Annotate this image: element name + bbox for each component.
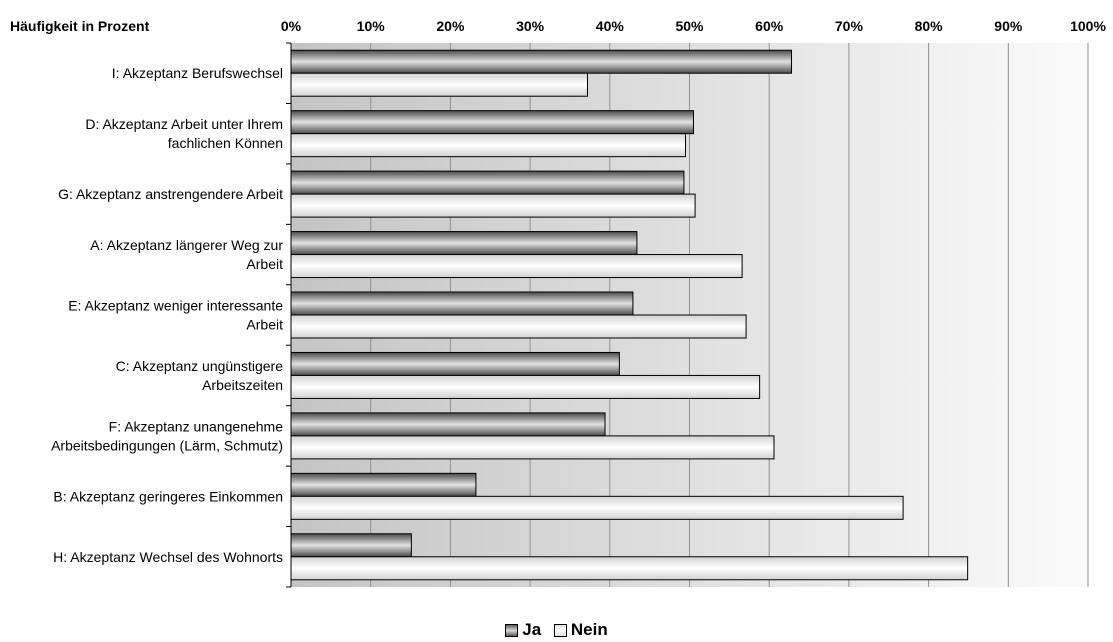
category-label: I: Akzeptanz Berufswechsel	[112, 65, 283, 81]
x-tick-label: 100%	[1070, 18, 1106, 34]
legend-label-nein: Nein	[570, 620, 608, 639]
legend: Ja Nein	[0, 620, 1113, 642]
bar-nein	[290, 193, 696, 218]
category-label: H: Akzeptanz Wechsel des Wohnorts	[53, 549, 283, 565]
bar-ja	[290, 291, 634, 316]
bar-ja	[290, 533, 412, 558]
category-label: B: Akzeptanz geringeres Einkommen	[53, 488, 283, 504]
legend-label-ja: Ja	[522, 620, 542, 639]
bar-ja	[290, 351, 620, 376]
category-label: Arbeit	[246, 317, 283, 333]
x-tick-label: 50%	[675, 18, 704, 34]
bar-ja	[290, 412, 606, 437]
x-tick-label: 80%	[915, 18, 944, 34]
category-label: Arbeitszeiten	[202, 377, 283, 393]
legend-item-nein: Nein	[553, 620, 608, 640]
x-tick-label: 30%	[516, 18, 545, 34]
bar-nein	[290, 254, 743, 279]
x-tick-label: 60%	[755, 18, 784, 34]
category-label: E: Akzeptanz weniger interessante	[68, 298, 283, 314]
bar-ja	[290, 170, 685, 195]
category-label: C: Akzeptanz ungünstigere	[116, 358, 284, 374]
category-label: Arbeit	[246, 256, 283, 272]
bar-nein	[290, 374, 761, 399]
bar-ja	[290, 231, 638, 256]
bar-chart: Häufigkeit in Prozent 0% 10% 20% 30% 40% 50% 6…	[10, 18, 1106, 588]
bar-nein	[290, 435, 775, 460]
x-tick-label: 0%	[281, 18, 302, 34]
bar-ja	[290, 110, 694, 135]
corner-title: Häufigkeit in Prozent	[10, 18, 150, 34]
legend-swatch-nein	[553, 623, 567, 637]
x-tick-label: 90%	[994, 18, 1023, 34]
bar-nein	[290, 495, 904, 520]
x-tick-label: 10%	[357, 18, 386, 34]
x-tick-label: 70%	[835, 18, 864, 34]
bar-nein	[290, 133, 687, 158]
category-label: G: Akzeptanz anstrengendere Arbeit	[58, 186, 283, 202]
x-tick-label: 40%	[596, 18, 625, 34]
bar-nein	[290, 72, 588, 97]
legend-swatch-ja	[505, 623, 519, 637]
x-tick-label: 20%	[436, 18, 465, 34]
category-label: F: Akzeptanz unangenehme	[109, 418, 284, 434]
bar-nein	[290, 314, 747, 339]
bar-ja	[290, 49, 793, 74]
category-label: D: Akzeptanz Arbeit unter Ihrem	[85, 116, 283, 132]
category-label: fachlichen Können	[168, 135, 283, 151]
legend-item-ja: Ja	[505, 620, 541, 640]
category-label: A: Akzeptanz längerer Weg zur	[90, 237, 283, 253]
bar-nein	[290, 556, 969, 581]
category-label: Arbeitsbedingungen (Lärm, Schmutz)	[51, 437, 283, 453]
bar-ja	[290, 472, 477, 497]
